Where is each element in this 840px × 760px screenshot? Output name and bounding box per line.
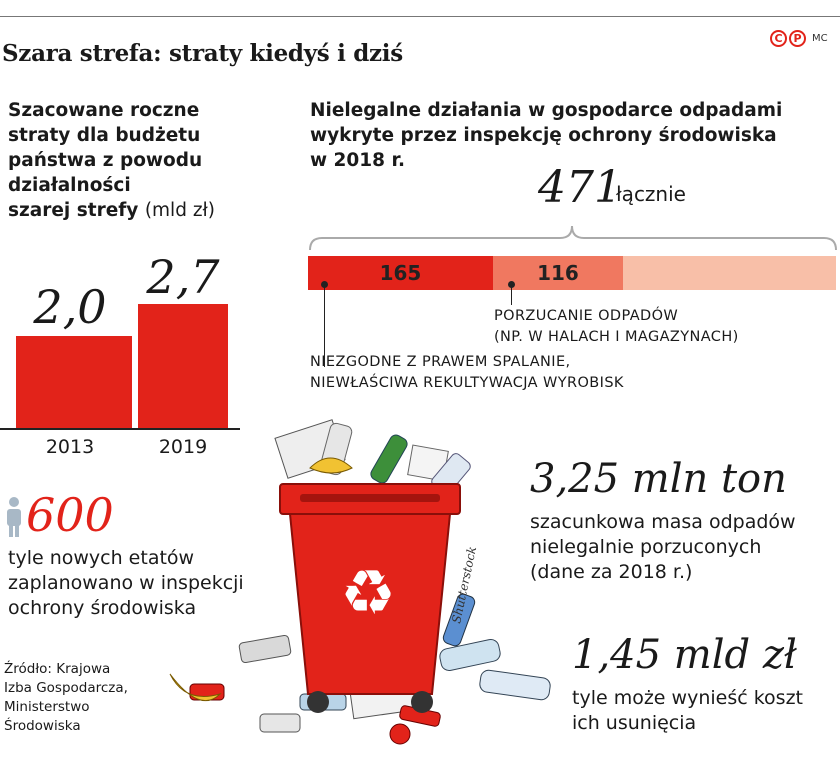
caption-spalanie: NIEZGODNE Z PRAWEM SPALANIE, NIEWŁAŚCIWA…	[310, 354, 624, 391]
bar-2013	[16, 336, 132, 428]
bar-label-2019: 2,7	[146, 250, 220, 304]
logo-author: MC	[812, 33, 828, 44]
leader-line-porzucanie	[511, 287, 512, 305]
total-label: łącznie	[616, 182, 686, 206]
bar-label-2013: 2,0	[33, 280, 107, 334]
segment-spalanie: 165	[308, 256, 493, 290]
segment-other	[622, 256, 836, 290]
mass-text: szacunkowa masa odpadów nielegalnie porz…	[530, 511, 796, 583]
cost-text: tyle może wynieść koszt ich usunięcia	[572, 687, 803, 734]
recycle-icon: ♻	[340, 556, 396, 629]
svg-text:♻: ♻	[340, 556, 396, 629]
violations-stacked-bar: 165 116	[308, 256, 836, 290]
losses-unit: (mld zł)	[144, 200, 216, 221]
total-value: 471	[538, 162, 622, 213]
jobs-value: 600	[26, 488, 114, 542]
top-rule	[0, 16, 840, 17]
photo-credit: Shutterstock	[449, 545, 479, 625]
x-axis-line	[0, 428, 240, 430]
leader-dot-porzucanie	[508, 281, 515, 288]
losses-lead: Szacowane roczne straty dla budżetu pańs…	[8, 100, 216, 221]
cost-value: 1,45 mld zł	[572, 632, 797, 678]
page-title: Szara strefa: straty kiedyś i dziś	[2, 40, 403, 67]
logo-c-icon: C	[770, 30, 787, 47]
logo-p-icon: P	[789, 30, 806, 47]
x-tick-2013: 2013	[45, 436, 95, 458]
bar-2019	[138, 304, 228, 428]
leader-dot-spalanie	[321, 281, 328, 288]
jobs-text: tyle nowych etatów zaplanowano w inspekc…	[8, 547, 244, 619]
total-brace	[309, 225, 837, 251]
publisher-logo: C P MC	[770, 30, 828, 47]
trash-bin-illustration: ♻ Shutterstock	[169, 419, 551, 745]
person-icon	[7, 497, 21, 537]
x-tick-2019: 2019	[158, 436, 208, 458]
violations-lead: Nielegalne działania w gospodarce odpada…	[310, 100, 783, 171]
mass-value: 3,25 mln ton	[530, 456, 787, 502]
caption-porzucanie: PORZUCANIE ODPADÓW (NP. W HALACH I MAGAZ…	[494, 308, 739, 345]
leader-line-spalanie	[324, 287, 325, 367]
source-note: Źródło: Krajowa Izba Gospodarcza, Minist…	[4, 661, 128, 734]
